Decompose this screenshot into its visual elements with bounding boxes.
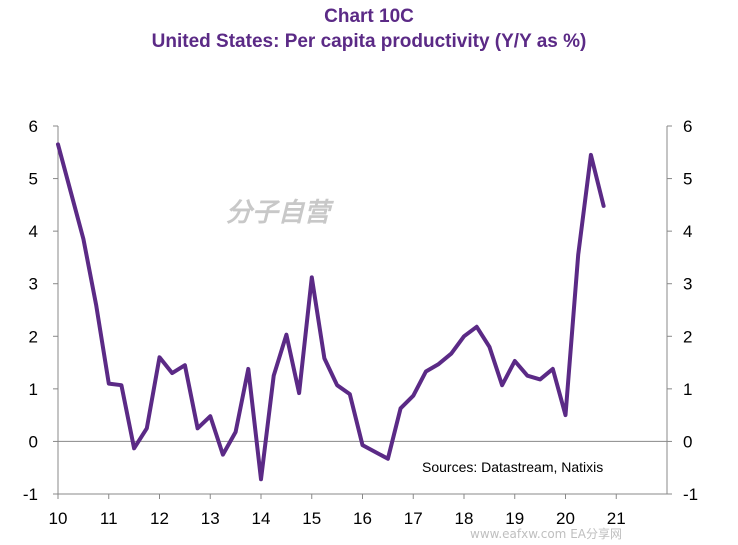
source-note: Sources: Datastream, Natixis	[422, 459, 603, 475]
x-tick-label: 18	[455, 509, 474, 528]
x-tick-label: 21	[607, 509, 626, 528]
y-tick-label-right: 1	[683, 380, 692, 399]
x-tick-label: 16	[353, 509, 372, 528]
x-tick-label: 10	[49, 509, 68, 528]
x-tick-label: 12	[150, 509, 169, 528]
x-tick-label: 17	[404, 509, 423, 528]
y-tick-label-left: 4	[29, 222, 38, 241]
x-tick-label: 19	[505, 509, 524, 528]
y-tick-label-left: 5	[29, 170, 38, 189]
y-tick-label-right: -1	[683, 485, 698, 504]
x-tick-label: 15	[302, 509, 321, 528]
y-tick-label-left: 6	[29, 117, 38, 136]
x-tick-label: 14	[252, 509, 271, 528]
y-tick-label-left: 2	[29, 327, 38, 346]
y-tick-label-left: -1	[23, 485, 38, 504]
y-tick-label-left: 3	[29, 275, 38, 294]
y-tick-label-right: 4	[683, 222, 692, 241]
y-tick-label-left: 1	[29, 380, 38, 399]
y-tick-label-right: 6	[683, 117, 692, 136]
x-tick-label: 13	[201, 509, 220, 528]
watermark-url: www.eafxw.com EA分享网	[470, 526, 622, 541]
y-tick-label-right: 0	[683, 432, 692, 451]
watermark: 分子自营	[226, 198, 334, 228]
chart-title: Chart 10C	[324, 6, 414, 27]
y-tick-label-left: 0	[29, 432, 38, 451]
x-tick-label: 11	[100, 509, 118, 528]
series-line-0	[56, 142, 606, 482]
chart-subtitle: United States: Per capita productivity (…	[151, 31, 587, 52]
y-tick-label-right: 5	[683, 170, 692, 189]
x-tick-label: 20	[556, 509, 575, 528]
y-tick-label-right: 2	[683, 327, 692, 346]
y-tick-label-right: 3	[683, 275, 692, 294]
